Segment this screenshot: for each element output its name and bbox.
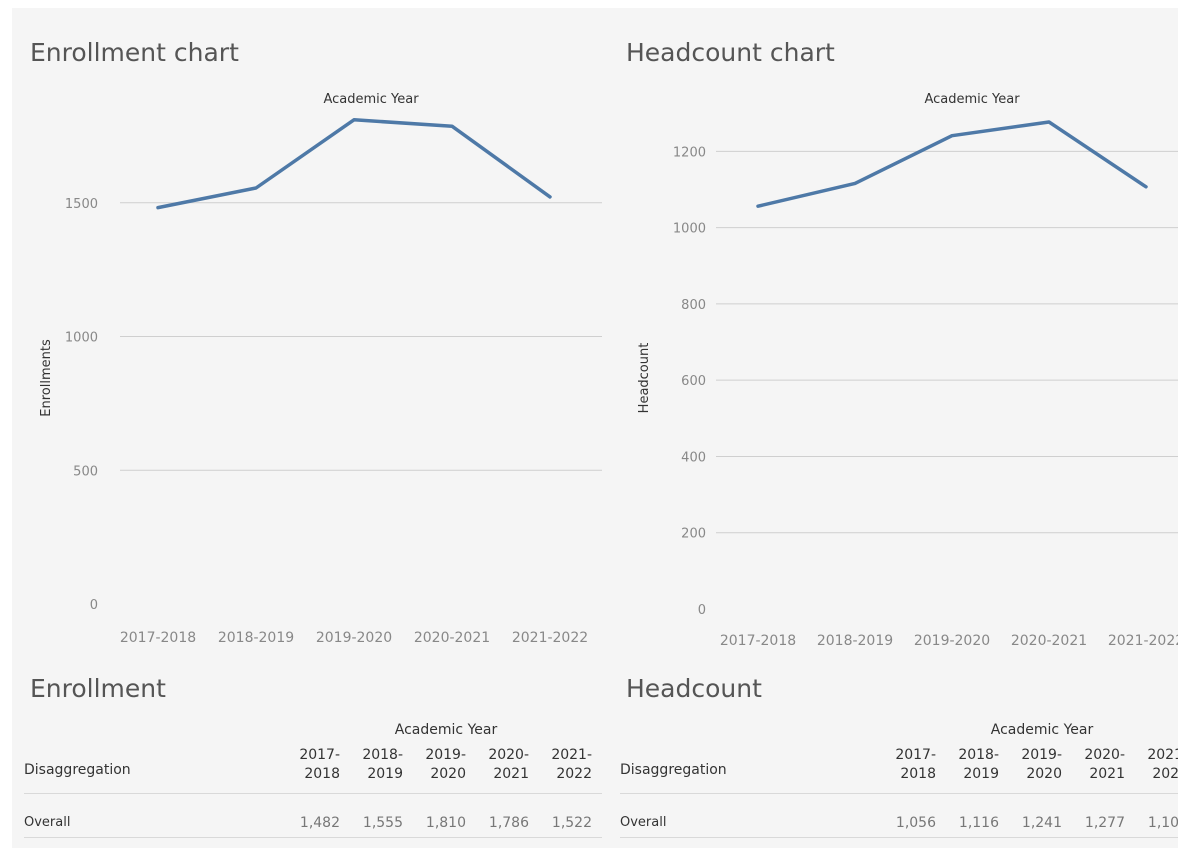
- table-cell: 1,522: [551, 815, 592, 831]
- table-column-group-header: Academic Year: [394, 722, 498, 738]
- table-column-header: 2021-2022: [1147, 747, 1178, 782]
- x-axis-title: Academic Year: [323, 92, 419, 107]
- table-column-header: 2017- 2018: [299, 747, 340, 782]
- table-cell: 1,277: [1084, 815, 1125, 831]
- table-column-group-header: Academic Year: [990, 722, 1094, 738]
- table-cell: 1,786: [488, 815, 529, 831]
- table-row-header: Disaggregation: [24, 762, 131, 778]
- y-tick-label: 400: [681, 450, 706, 465]
- y-tick-label: 1500: [65, 197, 98, 212]
- table-column-header: 2020- 2021: [488, 747, 529, 782]
- enrollment-line-chart[interactable]: Academic Year Enrollments 0 500 1000 1500 2017…: [12, 8, 612, 658]
- enrollment-table-title: Enrollment: [30, 674, 166, 703]
- table-row-label: Overall: [620, 815, 667, 830]
- x-axis-title: Academic Year: [924, 92, 1020, 107]
- enrollment-panel: Enrollment chart Academic Year Enrollment…: [12, 8, 612, 848]
- table-column-header: 2018- 2019: [958, 747, 999, 782]
- enrollment-chart-title: Enrollment chart: [30, 38, 239, 67]
- y-tick-label: 600: [681, 374, 706, 389]
- series-line: [156, 118, 552, 210]
- table-column-header: 2018- 2019: [362, 747, 403, 782]
- table-column-header: 2021-2022: [551, 747, 592, 782]
- table-cell: 1,555: [362, 815, 403, 831]
- y-tick-label: 500: [73, 464, 98, 479]
- table-row-label: Overall: [24, 815, 71, 830]
- y-tick-label: 1200: [673, 145, 706, 160]
- table-column-header: 2019- 2020: [1021, 747, 1062, 782]
- table-header-divider: [620, 793, 1178, 794]
- y-tick-label: 1000: [673, 222, 706, 237]
- x-tick-label: 2019-2020: [316, 630, 392, 646]
- table-cell: 1,056: [895, 815, 936, 831]
- x-tick-label: 2018-2019: [218, 630, 294, 646]
- x-tick-label: 2017-2018: [120, 630, 196, 646]
- y-axis-title: Enrollments: [39, 339, 54, 417]
- headcount-table-title: Headcount: [626, 674, 762, 703]
- x-tick-label: 2020-2021: [1011, 633, 1087, 649]
- table-cell: 1,107: [1147, 815, 1178, 831]
- table-column-header: 2019- 2020: [425, 747, 466, 782]
- x-tick-label: 2018-2019: [817, 633, 893, 649]
- headcount-chart-title: Headcount chart: [626, 38, 835, 67]
- dashboard-canvas: Enrollment chart Academic Year Enrollment…: [12, 8, 1178, 848]
- table-cell: 1,482: [299, 815, 340, 831]
- y-tick-label: 1000: [65, 331, 98, 346]
- x-tick-label: 2021-2022: [512, 630, 588, 646]
- table-cell: 1,810: [425, 815, 466, 831]
- x-tick-label: 2017-2018: [720, 633, 796, 649]
- table-header-divider: [24, 793, 602, 794]
- table-column-header: 2017- 2018: [895, 747, 936, 782]
- headcount-panel: Headcount chart Academic Year Headcount 0 2…: [608, 8, 1178, 848]
- y-axis-title: Headcount: [637, 343, 652, 414]
- x-tick-label: 2020-2021: [414, 630, 490, 646]
- y-tick-label: 0: [698, 603, 706, 618]
- x-tick-label: 2021-2022: [1108, 633, 1178, 649]
- table-row-header: Disaggregation: [620, 762, 727, 778]
- table-cell: 1,116: [958, 815, 999, 831]
- x-tick-label: 2019-2020: [914, 633, 990, 649]
- y-tick-label: 200: [681, 527, 706, 542]
- headcount-line-chart[interactable]: Academic Year Headcount 0 200 400 600 800 1000 1…: [608, 8, 1178, 658]
- y-tick-label: 0: [90, 598, 98, 613]
- table-row-divider: [24, 837, 602, 838]
- series-line: [756, 120, 1148, 208]
- table-cell: 1,241: [1021, 815, 1062, 831]
- table-column-header: 2020- 2021: [1084, 747, 1125, 782]
- y-tick-label: 800: [681, 298, 706, 313]
- table-row-divider: [620, 837, 1178, 838]
